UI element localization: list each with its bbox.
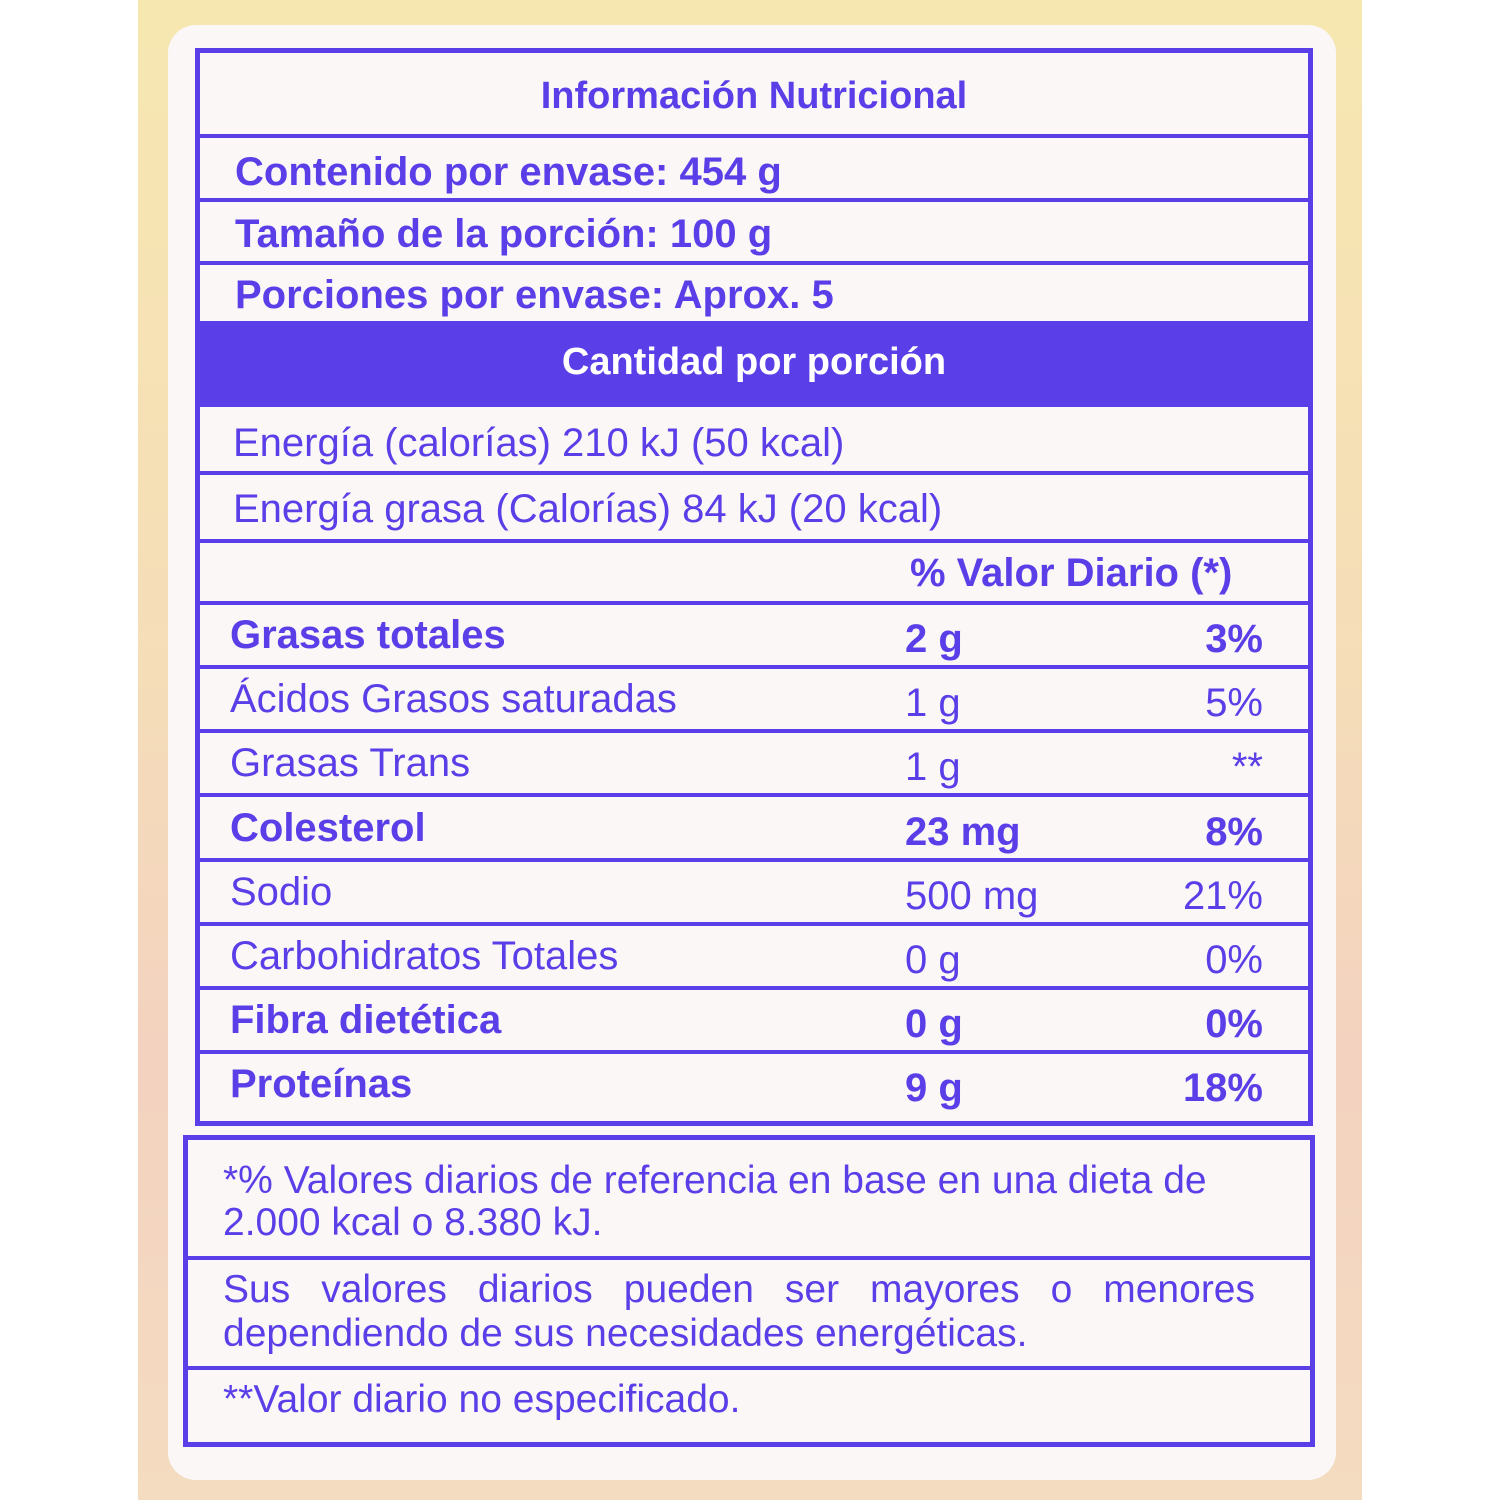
nutrient-daily-value: 21% bbox=[1182, 874, 1263, 918]
contenido-row: Contenido por envase: 454 g bbox=[200, 138, 1308, 202]
nutrient-row: Grasas Trans 1 g ** bbox=[200, 733, 1308, 797]
nutrient-row: Ácidos Grasos saturadas 1 g 5% bbox=[200, 669, 1308, 733]
footnote-text: *% Valores diarios de referencia en base… bbox=[223, 1159, 1207, 1244]
energia-grasa-text: Energía grasa (Calorías) 84 kJ (20 kcal) bbox=[233, 487, 943, 531]
energia-grasa-row: Energía grasa (Calorías) 84 kJ (20 kcal) bbox=[200, 475, 1308, 543]
footnote-row: Sus valores diarios pueden ser mayores o… bbox=[188, 1260, 1310, 1370]
nutrient-name: Proteínas bbox=[230, 1062, 413, 1106]
nutrient-daily-value: 5% bbox=[1205, 681, 1263, 725]
nutrient-amount: 500 mg bbox=[905, 874, 1039, 918]
vd-header: % Valor Diario (*) bbox=[910, 551, 1233, 595]
nutrient-amount: 1 g bbox=[905, 745, 961, 789]
nutrient-row: Colesterol 23 mg 8% bbox=[200, 798, 1308, 862]
nutrient-row: Grasas totales 2 g 3% bbox=[200, 605, 1308, 669]
porcion-text: Tamaño de la porción: 100 g bbox=[235, 212, 773, 256]
nutrient-name: Fibra dietética bbox=[230, 998, 502, 1042]
nutrient-name: Grasas totales bbox=[230, 613, 506, 657]
nutrient-name: Grasas Trans bbox=[230, 741, 471, 785]
nutrient-daily-value: 0% bbox=[1205, 1002, 1263, 1046]
footnote-text: **Valor diario no especificado. bbox=[223, 1378, 741, 1421]
nutrient-row: Sodio 500 mg 21% bbox=[200, 862, 1308, 926]
nutrient-amount: 23 mg bbox=[905, 810, 1021, 854]
energia-text: Energía (calorías) 210 kJ (50 kcal) bbox=[233, 421, 845, 465]
cantidad-text: Cantidad por porción bbox=[561, 341, 947, 383]
nutrient-row: Proteínas 9 g 18% bbox=[200, 1054, 1308, 1126]
title-row: Información Nutricional bbox=[200, 53, 1308, 138]
nutrient-daily-value: 3% bbox=[1205, 617, 1263, 661]
nutrient-daily-value: 0% bbox=[1205, 938, 1263, 982]
contenido-text: Contenido por envase: 454 g bbox=[235, 150, 782, 194]
nutrient-amount: 1 g bbox=[905, 681, 961, 725]
nutrient-name: Ácidos Grasos saturadas bbox=[230, 677, 677, 721]
cantidad-band: Cantidad por porción bbox=[200, 325, 1308, 407]
nutrient-name: Colesterol bbox=[230, 806, 426, 850]
vd-header-row: % Valor Diario (*) bbox=[200, 543, 1308, 605]
nutrient-name: Sodio bbox=[230, 870, 333, 914]
porcion-row: Tamaño de la porción: 100 g bbox=[200, 202, 1308, 265]
porciones-row: Porciones por envase: Aprox. 5 bbox=[200, 265, 1308, 325]
energia-row: Energía (calorías) 210 kJ (50 kcal) bbox=[200, 407, 1308, 475]
porciones-text: Porciones por envase: Aprox. 5 bbox=[235, 273, 834, 317]
footnotes-box: *% Valores diarios de referencia en base… bbox=[183, 1135, 1315, 1447]
table-title: Información Nutricional bbox=[540, 75, 968, 117]
nutrition-table: Información Nutricional Contenido por en… bbox=[195, 48, 1313, 1126]
footnote-row: *% Valores diarios de referencia en base… bbox=[188, 1140, 1310, 1260]
nutrient-amount: 0 g bbox=[905, 1002, 963, 1046]
label-card bbox=[168, 25, 1336, 1480]
nutrient-row: Carbohidratos Totales 0 g 0% bbox=[200, 926, 1308, 990]
nutrient-daily-value: 8% bbox=[1205, 810, 1263, 854]
footnote-text: Sus valores diarios pueden ser mayores o… bbox=[223, 1268, 1255, 1355]
nutrient-name: Carbohidratos Totales bbox=[230, 934, 619, 978]
footnote-row: **Valor diario no especificado. bbox=[188, 1370, 1310, 1447]
nutrient-amount: 2 g bbox=[905, 617, 963, 661]
nutrient-amount: 0 g bbox=[905, 938, 961, 982]
nutrient-row: Fibra dietética 0 g 0% bbox=[200, 990, 1308, 1054]
nutrient-daily-value: ** bbox=[1231, 745, 1263, 789]
nutrient-daily-value: 18% bbox=[1182, 1066, 1263, 1110]
nutrient-amount: 9 g bbox=[905, 1066, 963, 1110]
